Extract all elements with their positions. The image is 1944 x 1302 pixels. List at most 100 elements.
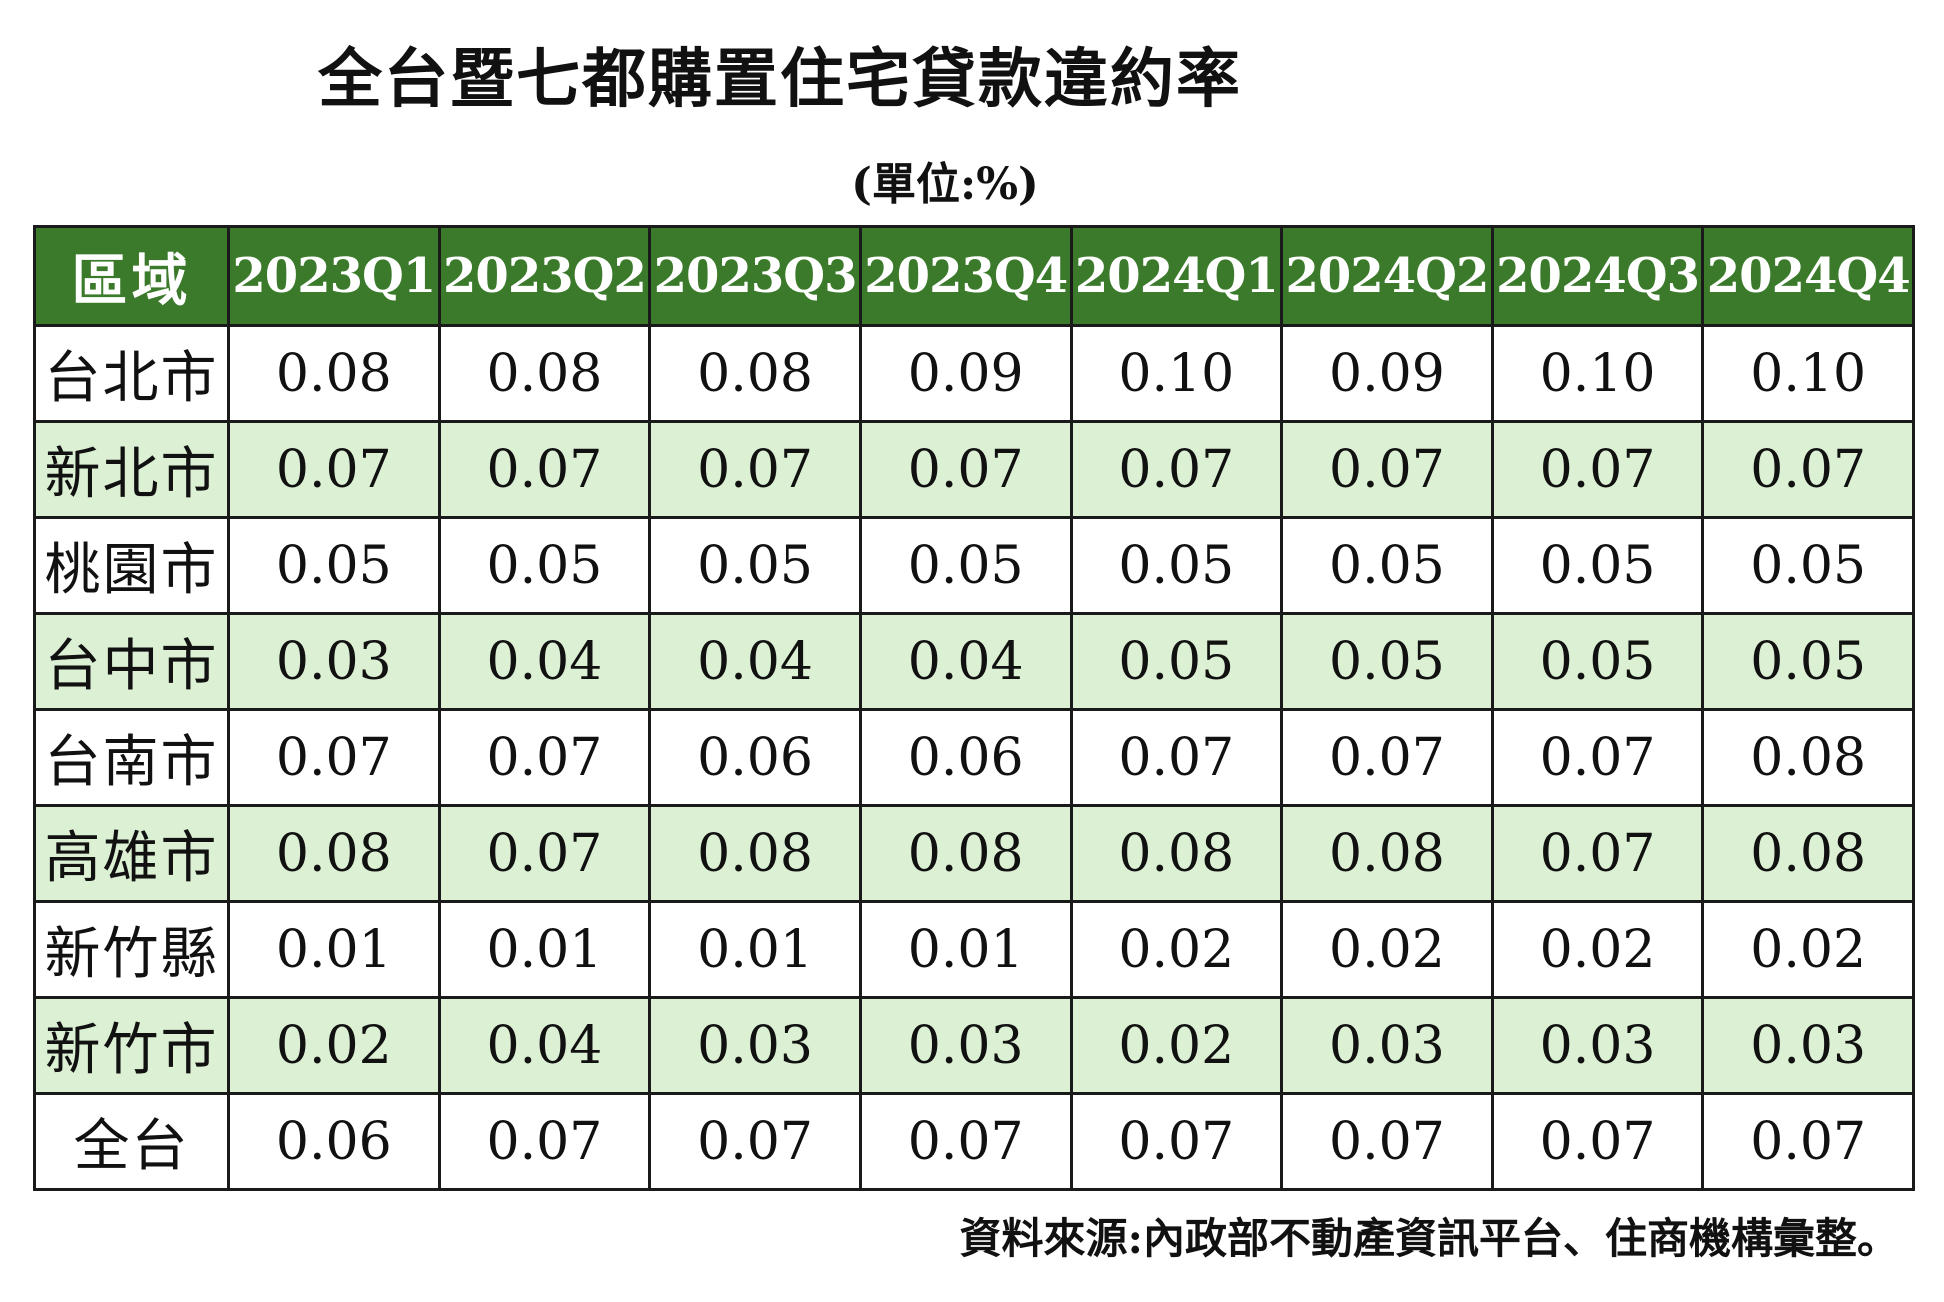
rate-cell: 0.02 [1490,900,1705,999]
period-column-header: 2023Q1 [227,225,441,327]
rate-cell: 0.07 [1069,1092,1284,1191]
rate-cell: 0.07 [858,420,1073,519]
region-cell: 全台 [33,1092,230,1191]
rate-cell: 0.07 [1490,420,1705,519]
table-header-row: 區域 2023Q1 2023Q2 2023Q3 2023Q4 2024Q1 20… [33,225,1915,327]
rate-cell: 0.03 [1280,996,1494,1095]
region-cell: 台中市 [33,612,230,711]
region-column-header: 區域 [33,225,230,327]
rate-cell: 0.10 [1490,324,1705,423]
rate-cell: 0.07 [227,708,441,807]
default-rate-table: 區域 2023Q1 2023Q2 2023Q3 2023Q4 2024Q1 20… [33,225,1915,1191]
period-column-header: 2023Q2 [437,225,652,327]
table-body: 台北市 0.08 0.08 0.08 0.09 0.10 0.09 0.10 0.10 新北市 0.… [33,324,1915,1191]
rate-cell: 0.08 [858,804,1073,903]
rate-cell: 0.07 [1490,1092,1705,1191]
table-row: 桃園市 0.05 0.05 0.05 0.05 0.05 0.05 0.05 0.05 [33,516,1915,615]
table-row: 全台 0.06 0.07 0.07 0.07 0.07 0.07 0.07 0.07 [33,1092,1915,1191]
rate-cell: 0.07 [858,1092,1073,1191]
region-cell: 新竹縣 [33,900,230,999]
rate-cell: 0.05 [437,516,652,615]
table-row: 新北市 0.07 0.07 0.07 0.07 0.07 0.07 0.07 0.07 [33,420,1915,519]
rate-cell: 0.03 [1490,996,1705,1095]
rate-cell: 0.04 [437,996,652,1095]
rate-cell: 0.05 [858,516,1073,615]
period-column-header: 2024Q1 [1069,225,1284,327]
rate-cell: 0.07 [648,420,862,519]
rate-cell: 0.05 [1701,612,1915,711]
table-row: 台南市 0.07 0.07 0.06 0.06 0.07 0.07 0.07 0.08 [33,708,1915,807]
rate-cell: 0.05 [1490,516,1705,615]
rate-cell: 0.03 [858,996,1073,1095]
rate-cell: 0.02 [1069,996,1284,1095]
rate-cell: 0.07 [1490,708,1705,807]
period-column-header: 2024Q3 [1490,225,1705,327]
rate-cell: 0.05 [1280,612,1494,711]
table-row: 台北市 0.08 0.08 0.08 0.09 0.10 0.09 0.10 0.10 [33,324,1915,423]
rate-cell: 0.07 [437,1092,652,1191]
rate-cell: 0.08 [437,324,652,423]
rate-cell: 0.02 [1069,900,1284,999]
rate-cell: 0.08 [1280,804,1494,903]
period-column-header: 2024Q4 [1701,225,1915,327]
rate-cell: 0.07 [1280,708,1494,807]
rate-cell: 0.01 [437,900,652,999]
rate-cell: 0.05 [1069,516,1284,615]
rate-cell: 0.08 [1701,708,1915,807]
rate-cell: 0.05 [648,516,862,615]
rate-cell: 0.07 [437,708,652,807]
rate-cell: 0.04 [648,612,862,711]
rate-cell: 0.07 [1280,420,1494,519]
rate-cell: 0.07 [1069,708,1284,807]
rate-cell: 0.09 [1280,324,1494,423]
period-column-header: 2024Q2 [1280,225,1494,327]
rate-cell: 0.02 [1280,900,1494,999]
rate-cell: 0.07 [648,1092,862,1191]
rate-cell: 0.06 [227,1092,441,1191]
rate-cell: 0.10 [1069,324,1284,423]
table-row: 新竹縣 0.01 0.01 0.01 0.01 0.02 0.02 0.02 0.02 [33,900,1915,999]
rate-cell: 0.06 [858,708,1073,807]
rate-cell: 0.06 [648,708,862,807]
rate-cell: 0.03 [1701,996,1915,1095]
rate-cell: 0.07 [227,420,441,519]
rate-cell: 0.05 [1280,516,1494,615]
region-cell: 高雄市 [33,804,230,903]
rate-cell: 0.02 [227,996,441,1095]
rate-cell: 0.04 [858,612,1073,711]
rate-cell: 0.08 [227,324,441,423]
rate-cell: 0.04 [437,612,652,711]
rate-cell: 0.07 [437,420,652,519]
rate-cell: 0.01 [858,900,1073,999]
rate-cell: 0.05 [227,516,441,615]
page-title: 全台暨七都購置住宅貸款違約率 [318,42,1242,117]
rate-cell: 0.08 [227,804,441,903]
rate-cell: 0.10 [1701,324,1915,423]
source-note: 資料來源:內政部不動產資訊平台、住商機構彙整。 [959,1214,1899,1263]
table-row: 台中市 0.03 0.04 0.04 0.04 0.05 0.05 0.05 0.05 [33,612,1915,711]
rate-cell: 0.08 [648,324,862,423]
region-cell: 新竹市 [33,996,230,1095]
rate-cell: 0.09 [858,324,1073,423]
period-column-header: 2023Q4 [858,225,1073,327]
rate-cell: 0.02 [1701,900,1915,999]
rate-cell: 0.03 [227,612,441,711]
table-row: 新竹市 0.02 0.04 0.03 0.03 0.02 0.03 0.03 0.03 [33,996,1915,1095]
rate-cell: 0.05 [1490,612,1705,711]
rate-cell: 0.07 [1701,420,1915,519]
rate-cell: 0.08 [1069,804,1284,903]
rate-cell: 0.07 [437,804,652,903]
rate-cell: 0.07 [1490,804,1705,903]
rate-cell: 0.07 [1701,1092,1915,1191]
region-cell: 台北市 [33,324,230,423]
rate-cell: 0.05 [1701,516,1915,615]
region-cell: 桃園市 [33,516,230,615]
rate-cell: 0.03 [648,996,862,1095]
region-cell: 台南市 [33,708,230,807]
period-column-header: 2023Q3 [648,225,862,327]
rate-cell: 0.01 [227,900,441,999]
table-row: 高雄市 0.08 0.07 0.08 0.08 0.08 0.08 0.07 0.08 [33,804,1915,903]
rate-cell: 0.05 [1069,612,1284,711]
rate-cell: 0.07 [1069,420,1284,519]
rate-cell: 0.08 [648,804,862,903]
